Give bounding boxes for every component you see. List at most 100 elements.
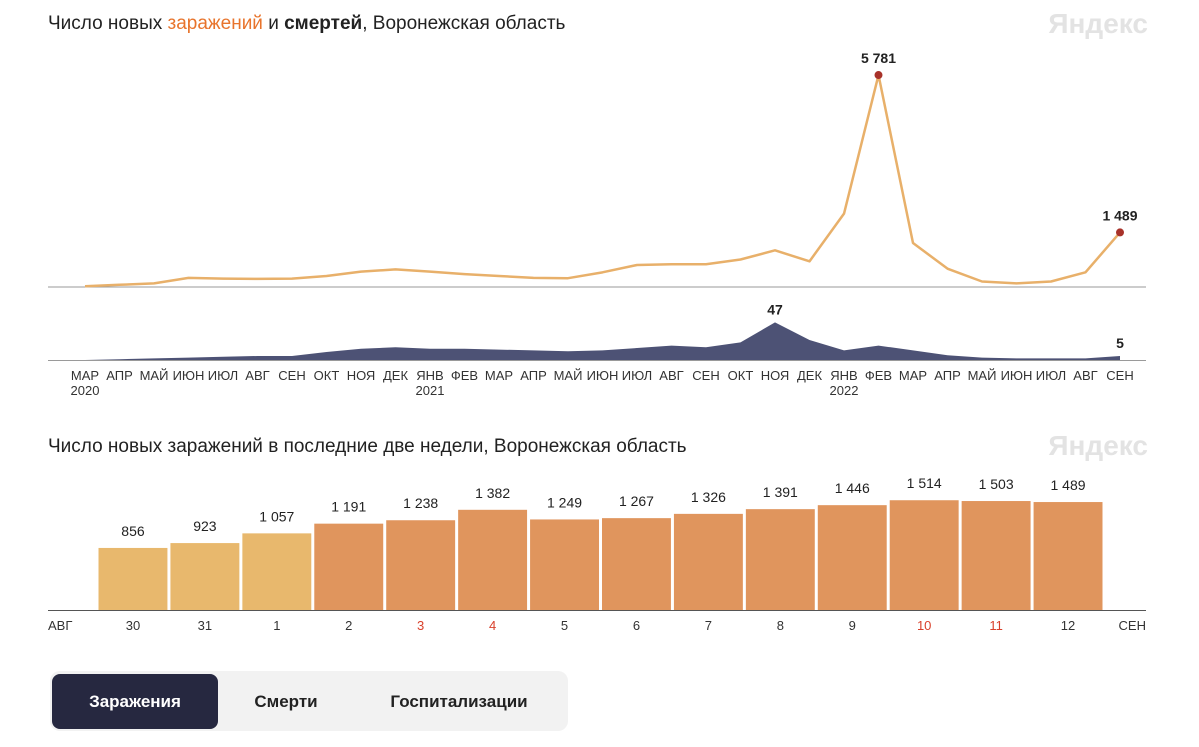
value-label: 1 267 <box>619 493 654 509</box>
x-tick-label: 11 <box>989 618 1003 633</box>
x-tick-label: 4 <box>489 618 496 633</box>
x-tick-label: ИЮН <box>173 368 205 383</box>
value-label: 1 249 <box>547 494 582 510</box>
value-label: 1 391 <box>763 484 798 500</box>
value-label: 1 446 <box>835 480 870 496</box>
x-tick-label: СЕН <box>692 368 719 383</box>
point <box>1116 228 1124 237</box>
value-label: 923 <box>193 518 217 534</box>
bar <box>745 509 815 610</box>
x-tick-label: СЕН <box>278 368 305 383</box>
x-tick-label: 12 <box>1061 618 1075 633</box>
bar <box>170 543 240 610</box>
month-label: АВГ <box>48 618 72 633</box>
chart-title: Число новых заражений в последние две не… <box>48 436 687 457</box>
x-tick-label: 9 <box>849 618 856 633</box>
title-part: , Воронежская область <box>362 13 565 34</box>
value-label: 1 191 <box>331 499 366 515</box>
x-tick-label: ДЕК <box>383 368 408 383</box>
x-tick-label: 7 <box>705 618 712 633</box>
x-tick-label: 8 <box>777 618 784 633</box>
area <box>85 322 1120 360</box>
x-tick-label: НОЯ <box>761 368 790 383</box>
x-tick-label: АВГ <box>245 368 269 383</box>
month-label: СЕН <box>1119 618 1146 633</box>
line <box>84 73 1121 288</box>
tab[interactable]: Госпитализации <box>390 692 527 711</box>
x-tick-label: МАЙ <box>140 368 169 383</box>
value-label: 1 489 <box>1051 477 1086 493</box>
tab-background <box>52 674 218 729</box>
value-label: 1 514 <box>907 475 942 491</box>
value-label: 856 <box>121 523 145 539</box>
x-tick-label: 31 <box>198 618 212 633</box>
x-tick-label: МАЙ <box>968 368 997 383</box>
x-tick-label: ОКТ <box>314 368 340 383</box>
bar <box>314 523 384 610</box>
x-tick-label: ФЕВ <box>451 368 478 383</box>
tab-label[interactable]: Госпитализации <box>390 692 527 711</box>
x-tick-label: МАР 2020 <box>71 368 100 398</box>
title-part: Число новых <box>48 13 168 34</box>
tab-label[interactable]: Заражения <box>89 692 181 711</box>
x-tick-label: 2 <box>345 618 352 633</box>
value-label: 1 326 <box>691 489 726 505</box>
value-label: 1 503 <box>979 476 1014 492</box>
bar <box>673 513 743 610</box>
x-tick-label: ИЮЛ <box>622 368 652 383</box>
x-tick-label: МАР <box>485 368 513 383</box>
x-tick-label: АВГ <box>659 368 683 383</box>
bar <box>961 501 1031 610</box>
x-tick-label: АВГ <box>1073 368 1097 383</box>
title-part: и <box>263 13 284 34</box>
bar <box>386 520 456 610</box>
x-tick-label: АПР <box>520 368 547 383</box>
x-tick-label: ФЕВ <box>865 368 892 383</box>
bar <box>889 500 959 610</box>
watermark: Яндекс <box>1048 430 1148 461</box>
x-tick-label: СЕН <box>1106 368 1133 383</box>
tab-label[interactable]: Смерти <box>254 692 317 711</box>
value-label: 1 057 <box>259 508 294 524</box>
chart-title: Число новых заражений и смертей, Воронеж… <box>48 13 566 34</box>
x-tick-label: НОЯ <box>347 368 376 383</box>
x-tick-label: 1 <box>273 618 280 633</box>
value-label: 5 781 <box>861 50 896 66</box>
value-label: 5 <box>1116 335 1124 351</box>
x-tick-label: АПР <box>934 368 961 383</box>
x-tick-label: ИЮН <box>1001 368 1033 383</box>
bar <box>242 533 312 610</box>
value-label: 1 489 <box>1102 207 1137 223</box>
bar <box>530 519 599 610</box>
x-tick-label: ИЮЛ <box>1036 368 1066 383</box>
value-label: 47 <box>767 301 783 317</box>
bar <box>817 505 887 610</box>
bar <box>458 509 528 610</box>
bar <box>98 547 168 610</box>
point <box>874 71 883 80</box>
value-label: 1 238 <box>403 495 438 511</box>
bar <box>1033 502 1103 610</box>
x-tick-label: ДЕК <box>797 368 822 383</box>
tab[interactable]: Заражения <box>52 674 218 729</box>
x-tick-label: ЯНВ 2022 <box>830 368 859 398</box>
bar <box>602 518 671 610</box>
x-tick-label: ИЮЛ <box>208 368 238 383</box>
title-part: смертей <box>284 13 362 34</box>
tab[interactable]: Смерти <box>254 692 317 711</box>
x-tick-label: ОКТ <box>728 368 754 383</box>
watermark: Яндекс <box>1048 8 1148 39</box>
x-tick-label: 10 <box>917 618 931 633</box>
x-tick-label: 5 <box>561 618 568 633</box>
value-label: 1 382 <box>475 485 510 501</box>
x-tick-label: АПР <box>106 368 133 383</box>
title-part: заражений <box>168 13 263 34</box>
x-tick-label: 3 <box>417 618 424 633</box>
x-tick-label: 6 <box>633 618 640 633</box>
x-tick-label: ИЮН <box>587 368 619 383</box>
x-tick-label: 30 <box>126 618 140 633</box>
x-tick-label: МАР <box>899 368 927 383</box>
x-tick-label: МАЙ <box>554 368 583 383</box>
x-tick-label: ЯНВ 2021 <box>416 368 445 398</box>
